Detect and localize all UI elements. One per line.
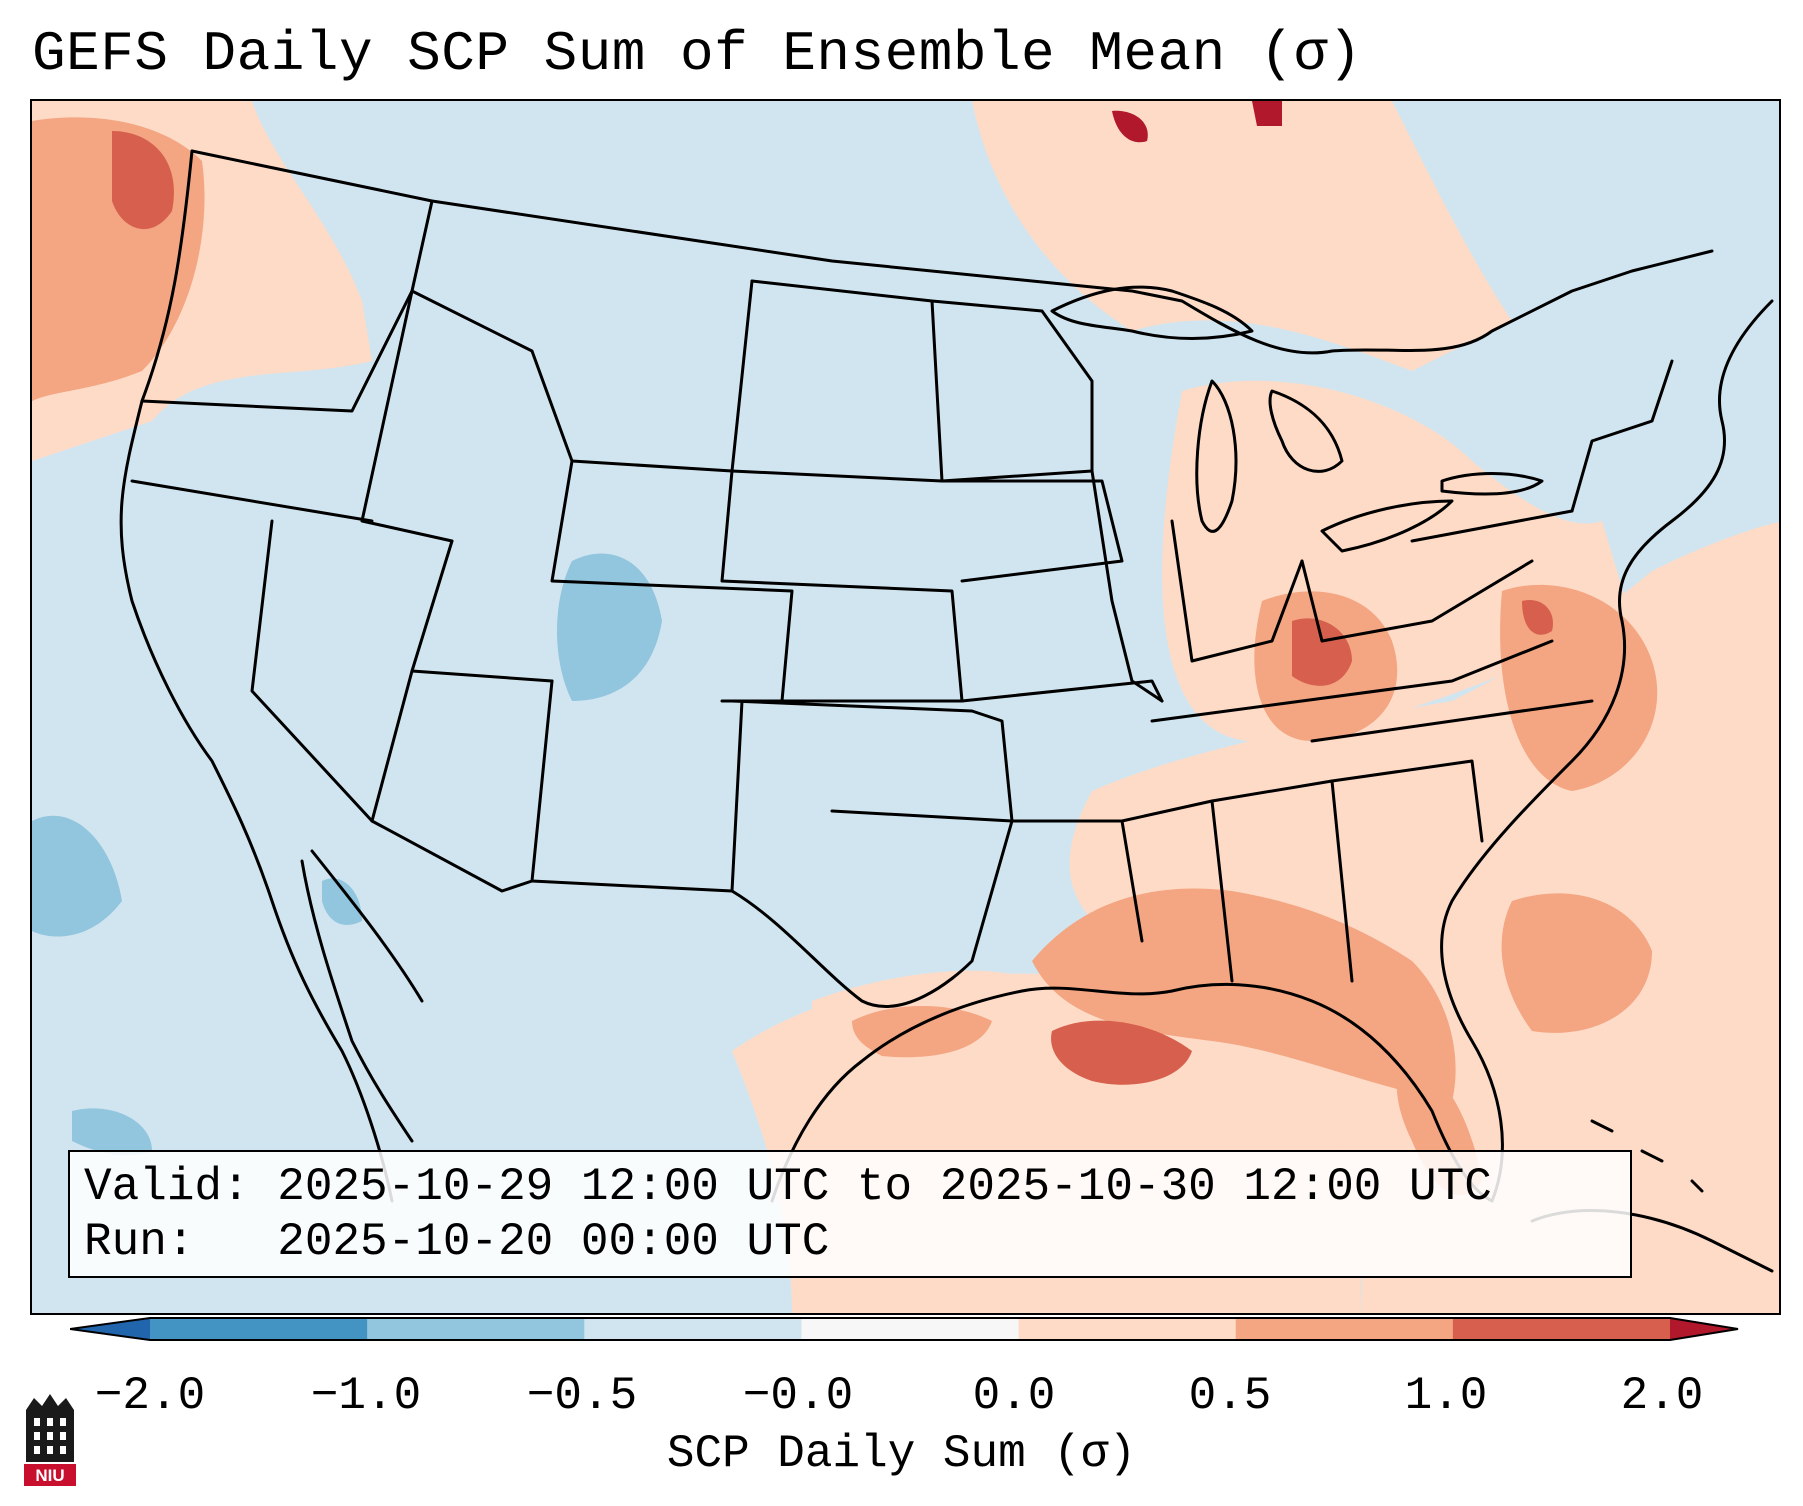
lake-superior — [1050, 285, 1254, 340]
page-title: GEFS Daily SCP Sum of Ensemble Mean (σ) — [32, 22, 1363, 86]
colorbar-tick-label: −0.0 — [742, 1370, 854, 1422]
anomaly-region-canada-light — [972, 101, 1512, 371]
info-box: Valid: 2025-10-29 12:00 UTC to 2025-10-3… — [68, 1150, 1632, 1278]
coastline-mexico-gulf-side — [310, 849, 424, 1003]
colorbar-segment — [367, 1318, 585, 1340]
border-tx — [730, 819, 1014, 1008]
colorbar-outline — [70, 1317, 1739, 1341]
border-nm-tx — [530, 679, 744, 893]
border-in-oh — [1170, 519, 1304, 663]
anomaly-region-colorado — [557, 553, 662, 701]
border-mn-ia — [930, 299, 1094, 483]
valid-time: Valid: 2025-10-29 12:00 UTC to 2025-10-3… — [84, 1161, 1492, 1213]
border-az — [370, 669, 534, 893]
coastline-bahamas — [1590, 1119, 1704, 1193]
border-ne-ks — [720, 469, 964, 703]
colorbar-segment — [801, 1318, 1020, 1340]
lake-erie — [1320, 499, 1454, 553]
anomaly-region-pa-core — [1522, 600, 1553, 635]
border-ga-sc — [1330, 759, 1484, 843]
coastline-west — [119, 149, 394, 1203]
colorbar-segment — [1670, 1318, 1738, 1340]
border-mt — [410, 199, 754, 473]
anomaly-region-atlantic — [1501, 893, 1652, 1033]
border-nd-sd — [730, 279, 944, 483]
anomaly-region-pacific-south — [72, 1108, 152, 1156]
coastline-gulf — [770, 982, 1494, 1203]
colorbar-tick-label: −2.0 — [94, 1370, 206, 1422]
colorbar-label: SCP Daily Sum (σ) — [666, 1428, 1137, 1480]
colorbar-segment — [1235, 1318, 1454, 1340]
run-time: Run: 2025-10-20 00:00 UTC — [84, 1216, 830, 1268]
anomaly-region-canada-max — [1112, 110, 1148, 143]
border-mo-ar — [960, 679, 1164, 703]
anomaly-region-louisiana — [1051, 1020, 1192, 1085]
lake-ontario — [1440, 472, 1544, 496]
colorbar — [70, 1317, 1739, 1341]
colorbar-segment — [70, 1318, 150, 1340]
colorbar-segment — [1018, 1318, 1237, 1340]
border-ca-nv — [250, 519, 374, 823]
anomaly-region-nw-core — [112, 131, 174, 230]
border-wa-or — [140, 289, 414, 413]
colorbar-segment — [584, 1318, 802, 1340]
border-ne-states — [1570, 359, 1674, 513]
colorbar-segment — [1452, 1318, 1671, 1340]
colorbar-tick-label: 2.0 — [1620, 1370, 1704, 1422]
anomaly-region-canada-max2 — [1252, 101, 1282, 126]
lake-michigan — [1195, 379, 1238, 533]
anomaly-region-pacific — [32, 815, 122, 937]
anomaly-region-baja — [322, 878, 362, 925]
niu-logo-icon: NIU — [24, 1394, 76, 1486]
colorbar-tick-label: 0.5 — [1188, 1370, 1272, 1422]
coastline-baja — [300, 859, 414, 1143]
border-ks-ok — [730, 699, 1014, 823]
colorbar-segment — [150, 1318, 368, 1340]
border-oh-pa — [1300, 559, 1534, 643]
border-tn-ky — [1150, 639, 1554, 723]
border-ny-pa — [1410, 509, 1574, 543]
forecast-map[interactable] — [30, 99, 1781, 1315]
border-or-ca — [130, 479, 374, 523]
colorbar-tick-label: −0.5 — [526, 1370, 638, 1422]
colorbar-tick-label: 1.0 — [1404, 1370, 1488, 1422]
border-az-nm — [410, 669, 554, 683]
anomaly-region-ohio-core — [1292, 618, 1352, 686]
anomaly-region-eastcoast — [1500, 584, 1658, 791]
coastline-east — [1440, 299, 1774, 1203]
border-va-nc — [1310, 699, 1594, 743]
border-canada — [190, 149, 1714, 355]
svg-text:NIU: NIU — [35, 1466, 64, 1485]
border-id — [360, 289, 454, 543]
border-wy-co — [550, 459, 794, 703]
colorbar-tick-label: 0.0 — [972, 1370, 1056, 1422]
border-ut-co — [410, 539, 454, 673]
border-ia-mo — [940, 479, 1124, 583]
border-il-in — [1090, 469, 1164, 703]
lake-huron — [1268, 389, 1344, 473]
anomaly-region-deepsouth — [1032, 888, 1456, 1101]
colorbar-tick-label: −1.0 — [310, 1370, 422, 1422]
